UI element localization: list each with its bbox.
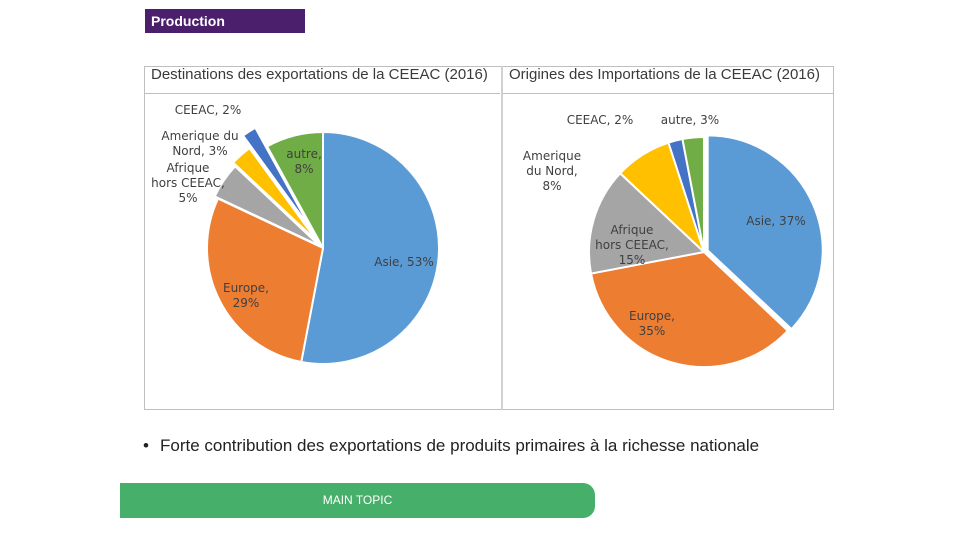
slice-label: Amerique du Nord, 8% (523, 149, 581, 193)
main-topic-button[interactable]: MAIN TOPIC (120, 483, 595, 518)
slice-label: CEEAC, 2% (567, 113, 634, 127)
production-badge: Production (145, 9, 305, 33)
pie-slice (300, 130, 440, 365)
slice-label: autre, 8% (286, 147, 322, 176)
imports-chart-title: Origines des Importations de la CEEAC (2… (503, 66, 833, 94)
pie-slice (241, 126, 313, 231)
chart-divider (501, 66, 503, 410)
slice-label: Afrique hors CEEAC, 5% (151, 161, 225, 205)
slice-label: CEEAC, 2% (175, 103, 242, 117)
bullet-text: Forte contribution des exportations de p… (160, 436, 760, 455)
slice-label: Amerique du Nord, 3% (161, 129, 238, 158)
bullet-marker: • (143, 436, 149, 455)
pie-slice (206, 197, 325, 364)
slice-label: Asie, 53% (374, 255, 433, 269)
exports-chart-title: Destinations des exportations de la CEEA… (145, 66, 500, 94)
pie-slice (589, 250, 790, 368)
slice-label: Afrique hors CEEAC, 15% (595, 223, 669, 267)
slice-label: Asie, 37% (746, 214, 805, 228)
slice-label: Europe, 29% (223, 281, 269, 310)
pie-slice (265, 130, 324, 249)
pie-slice (588, 171, 707, 275)
pie-slice (706, 134, 824, 331)
pie-slice (681, 135, 705, 253)
slice-label: Europe, 35% (629, 309, 675, 338)
pie-slice (213, 164, 321, 247)
bullet-point: • Forte contribution des exportations de… (143, 437, 803, 454)
slice-label: autre, 3% (661, 113, 719, 127)
pie-slice (231, 146, 319, 243)
